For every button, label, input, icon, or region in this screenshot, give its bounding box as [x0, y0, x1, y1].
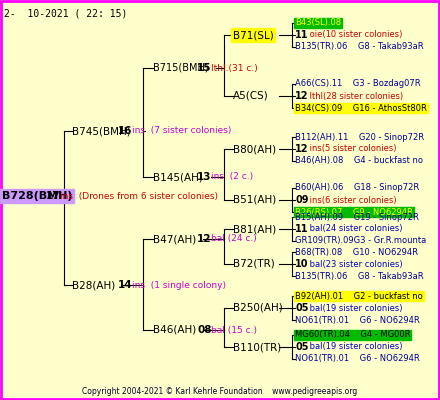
- Text: B46(AH).08    G4 - buckfast no: B46(AH).08 G4 - buckfast no: [295, 156, 423, 166]
- Text: 12: 12: [295, 144, 308, 154]
- Text: B68(TR).08    G10 - NO6294R: B68(TR).08 G10 - NO6294R: [295, 248, 418, 256]
- Text: 08: 08: [197, 325, 212, 335]
- Text: B80(AH): B80(AH): [233, 144, 276, 154]
- Text: B92(AH).01    G2 - buckfast no: B92(AH).01 G2 - buckfast no: [295, 292, 423, 300]
- Text: ins  (Drones from 6 sister colonies): ins (Drones from 6 sister colonies): [60, 192, 218, 200]
- Text: B47(AH): B47(AH): [153, 234, 196, 244]
- Text: ins  (2 c.): ins (2 c.): [211, 172, 253, 182]
- Text: NO61(TR).01    G6 - NO6294R: NO61(TR).01 G6 - NO6294R: [295, 316, 420, 324]
- Text: bal (15 c.): bal (15 c.): [211, 326, 257, 334]
- Text: bal(23 sister colonies): bal(23 sister colonies): [307, 260, 403, 268]
- Text: B728(BMH): B728(BMH): [2, 191, 73, 201]
- Text: bal(19 sister colonies): bal(19 sister colonies): [307, 304, 403, 312]
- Text: lthl(28 sister colonies): lthl(28 sister colonies): [307, 92, 403, 100]
- Text: B43(SL).08: B43(SL).08: [295, 18, 341, 28]
- Text: B715(BMH): B715(BMH): [153, 63, 209, 73]
- Text: B110(TR): B110(TR): [233, 342, 281, 352]
- Text: B34(CS).09    G16 - AthosSt80R: B34(CS).09 G16 - AthosSt80R: [295, 104, 427, 112]
- Text: Copyright 2004-2021 © Karl Kehrle Foundation    www.pedigreeapis.org: Copyright 2004-2021 © Karl Kehrle Founda…: [82, 387, 358, 396]
- Text: bal(19 sister colonies): bal(19 sister colonies): [307, 342, 403, 352]
- Text: 11: 11: [295, 224, 308, 234]
- Text: MG60(TR).04    G4 - MG00R: MG60(TR).04 G4 - MG00R: [295, 330, 411, 340]
- Text: B26(RS).07    G9 - NO6294R: B26(RS).07 G9 - NO6294R: [295, 208, 413, 216]
- Text: B72(TR): B72(TR): [233, 259, 275, 269]
- Text: B46(AH): B46(AH): [153, 325, 196, 335]
- Text: ins(6 sister colonies): ins(6 sister colonies): [307, 196, 396, 204]
- Text: 12: 12: [295, 91, 308, 101]
- Text: NO61(TR).01    G6 - NO6294R: NO61(TR).01 G6 - NO6294R: [295, 354, 420, 364]
- Text: 10: 10: [295, 259, 308, 269]
- Text: 05: 05: [295, 342, 308, 352]
- Text: A66(CS).11    G3 - Bozdag07R: A66(CS).11 G3 - Bozdag07R: [295, 80, 421, 88]
- Text: B60(AH).06    G18 - Sinop72R: B60(AH).06 G18 - Sinop72R: [295, 184, 419, 192]
- Text: B135(TR).06    G8 - Takab93aR: B135(TR).06 G8 - Takab93aR: [295, 272, 424, 280]
- Text: ins(5 sister colonies): ins(5 sister colonies): [307, 144, 396, 154]
- Text: 15: 15: [197, 63, 212, 73]
- Text: ins  (7 sister colonies): ins (7 sister colonies): [132, 126, 231, 136]
- Text: 14: 14: [118, 280, 132, 290]
- Text: ins  (1 single colony): ins (1 single colony): [132, 280, 226, 290]
- Text: 12: 12: [197, 234, 212, 244]
- Text: B745(BMH): B745(BMH): [72, 126, 131, 136]
- Text: lthl.(31 c.): lthl.(31 c.): [211, 64, 258, 72]
- Text: bal(24 sister colonies): bal(24 sister colonies): [307, 224, 403, 234]
- Text: bal (24 c.): bal (24 c.): [211, 234, 257, 244]
- Text: 13: 13: [197, 172, 212, 182]
- Text: B135(TR).06    G8 - Takab93aR: B135(TR).06 G8 - Takab93aR: [295, 42, 424, 52]
- Text: B81(AH): B81(AH): [233, 224, 276, 234]
- Text: B28(AH): B28(AH): [72, 280, 115, 290]
- Text: 11: 11: [295, 30, 308, 40]
- Text: B250(AH): B250(AH): [233, 303, 283, 313]
- Text: B71(SL): B71(SL): [233, 30, 274, 40]
- Text: 2-  10-2021 ( 22: 15): 2- 10-2021 ( 22: 15): [4, 8, 127, 18]
- Text: oie(10 sister colonies): oie(10 sister colonies): [307, 30, 402, 40]
- Text: GR109(TR).09G3 - Gr.R.mounta: GR109(TR).09G3 - Gr.R.mounta: [295, 236, 426, 246]
- Text: 17: 17: [46, 191, 61, 201]
- Text: 09: 09: [295, 195, 308, 205]
- Text: 05: 05: [295, 303, 308, 313]
- Text: 16: 16: [118, 126, 132, 136]
- Text: B112(AH).11    G20 - Sinop72R: B112(AH).11 G20 - Sinop72R: [295, 132, 424, 142]
- Text: B51(AH): B51(AH): [233, 195, 276, 205]
- Text: B145(AH): B145(AH): [153, 172, 203, 182]
- Text: B15(AH).09    G19 - Sinop72R: B15(AH).09 G19 - Sinop72R: [295, 212, 419, 222]
- Text: A5(CS): A5(CS): [233, 91, 269, 101]
